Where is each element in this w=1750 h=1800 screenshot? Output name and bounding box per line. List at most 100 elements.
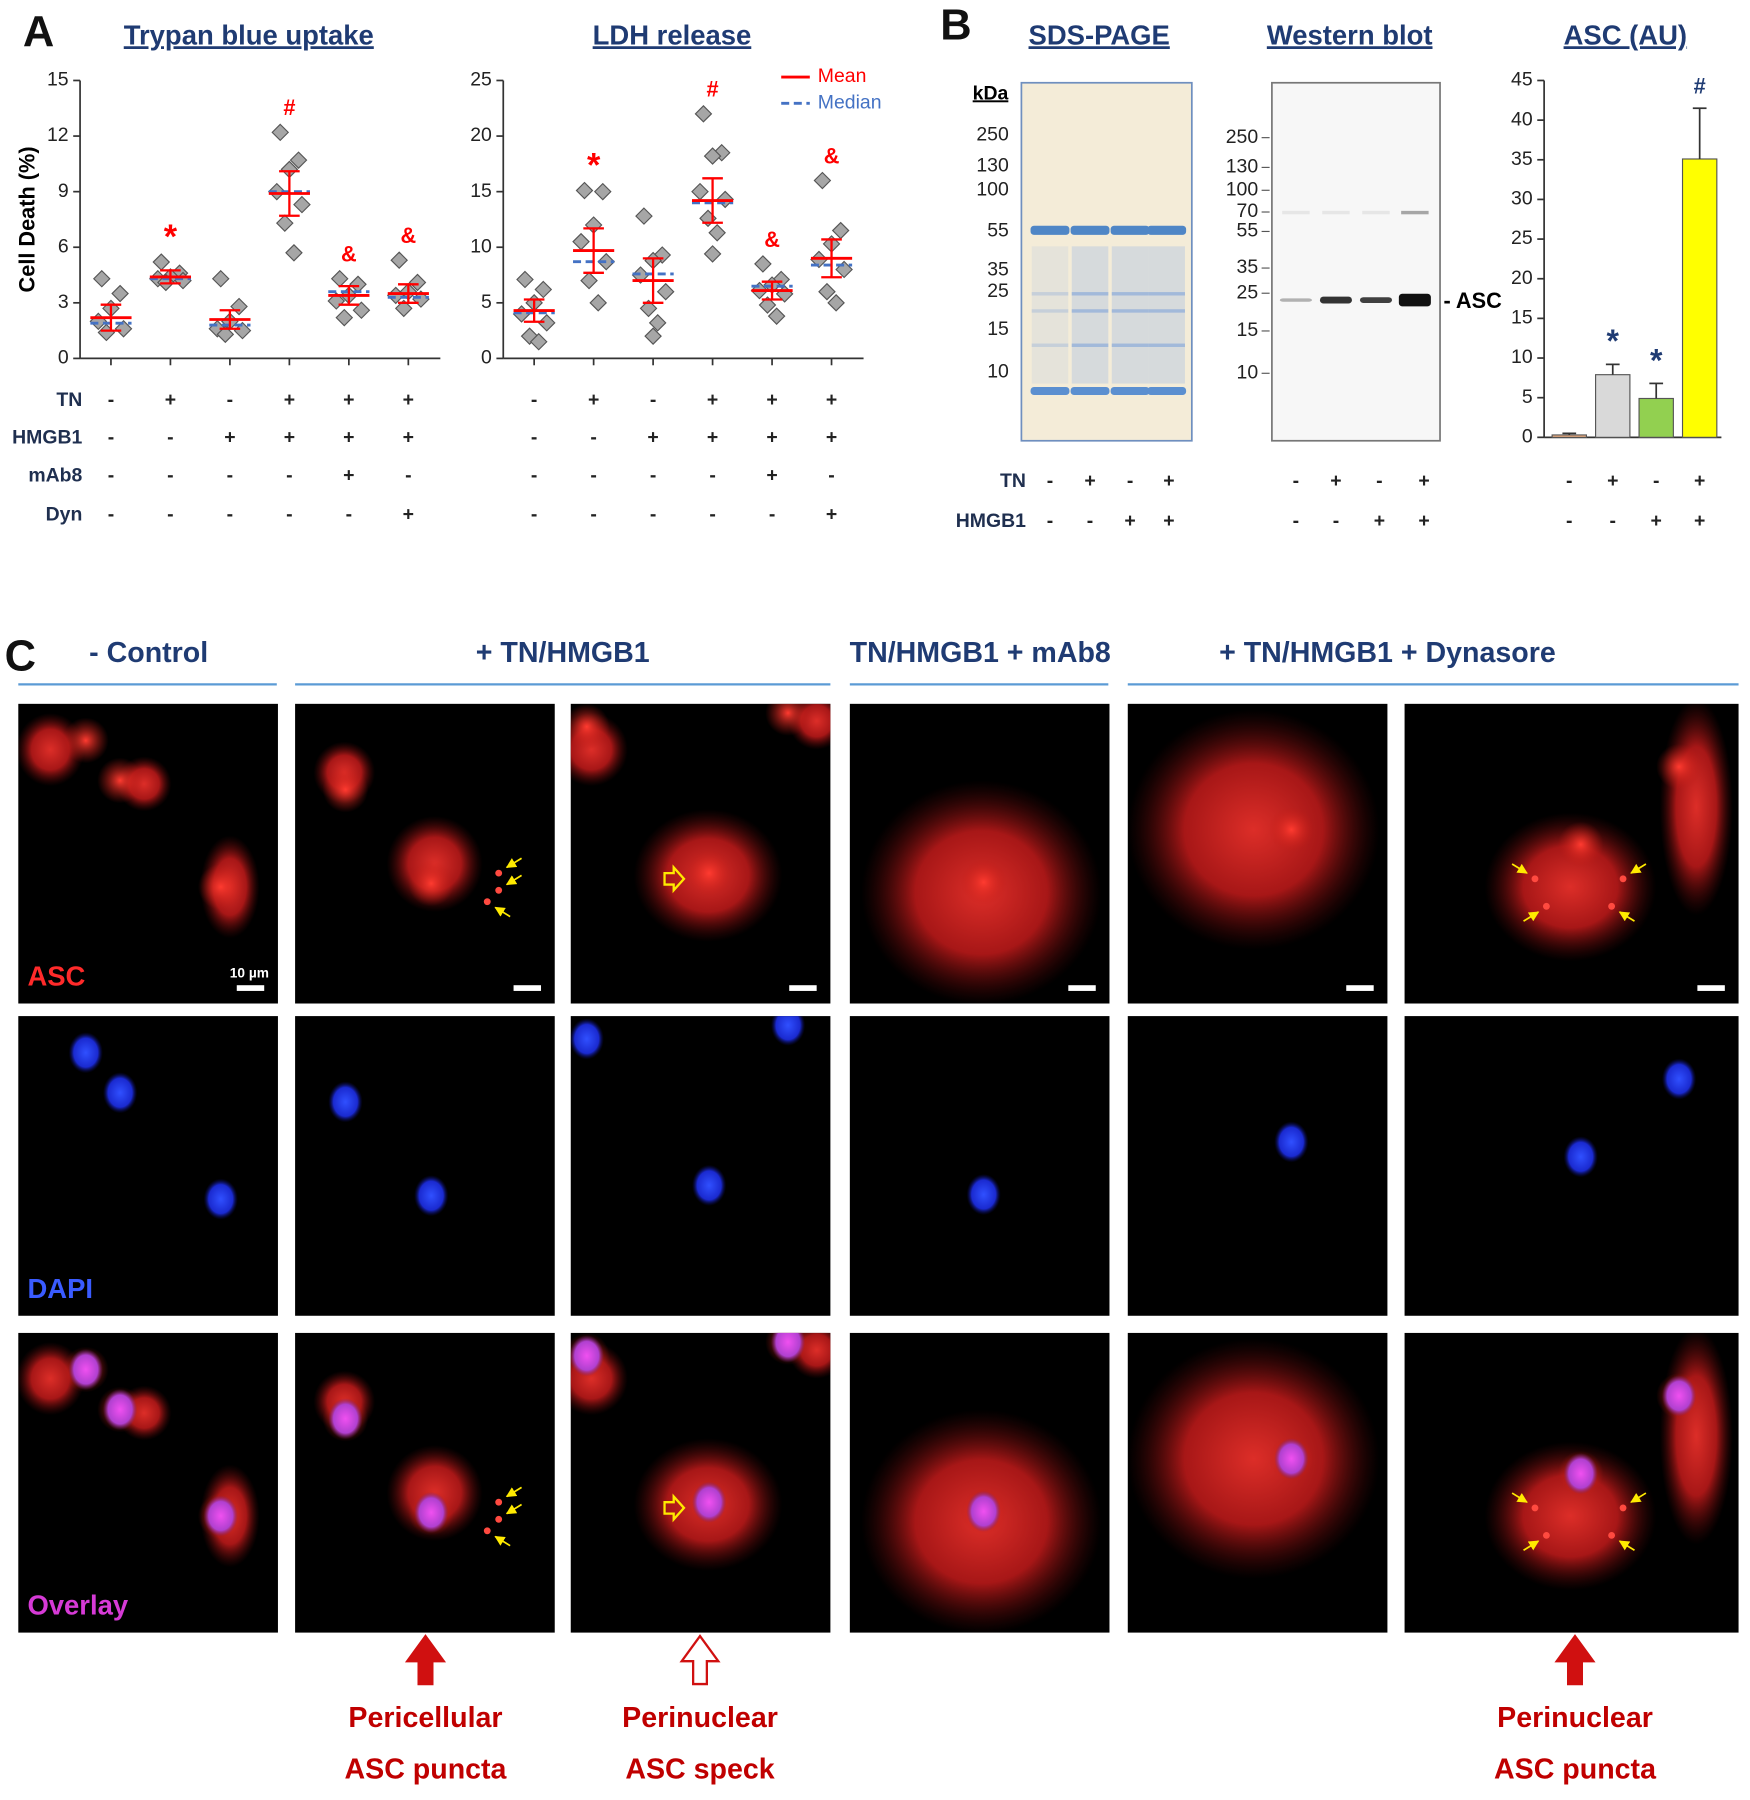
bar	[1595, 374, 1631, 438]
pointer-arrow	[1630, 1492, 1647, 1503]
gel-smear	[1031, 246, 1069, 384]
micrograph	[570, 1016, 831, 1316]
nucleus	[68, 1348, 103, 1391]
data-point	[529, 332, 548, 351]
micrograph	[849, 703, 1110, 1004]
column-header: TN/HMGB1 + mAb8	[850, 637, 1111, 669]
condition-sign: -	[346, 503, 352, 525]
data-point	[534, 280, 553, 299]
puncta	[495, 869, 503, 877]
data-point	[580, 271, 598, 290]
gel-band	[1111, 343, 1149, 347]
nucleus	[1563, 1136, 1598, 1178]
pointer-arrow	[1511, 1492, 1528, 1503]
condition-sign: -	[828, 464, 834, 486]
condition-label: HMGB1	[956, 510, 1026, 532]
micrograph	[1127, 1016, 1388, 1316]
condition-sign: -	[1047, 510, 1053, 532]
column-header: + TN/HMGB1	[476, 637, 650, 669]
data-point	[92, 269, 111, 288]
row-label: DAPI	[27, 1273, 93, 1304]
marker-label: 25	[987, 280, 1009, 302]
micrograph-content	[861, 780, 1102, 1004]
gel-band	[1071, 343, 1109, 347]
condition-sign: -	[1566, 510, 1572, 532]
blot-band	[1362, 210, 1390, 215]
condition-sign: -	[531, 503, 537, 525]
y-tick-label: 40	[1511, 108, 1533, 130]
gel-band	[1111, 292, 1149, 296]
micrograph-content	[570, 1332, 831, 1571]
gel-title: Western blot	[1267, 19, 1433, 50]
gel-band	[1147, 387, 1187, 396]
condition-sign: -	[650, 389, 656, 411]
speck-arrow	[663, 1493, 686, 1523]
pointer-arrow	[494, 1535, 511, 1547]
gel-band	[1071, 309, 1109, 313]
significance-mark: #	[283, 95, 295, 120]
condition-sign: -	[227, 389, 233, 411]
gel-band	[1110, 225, 1150, 235]
speck-arrow	[663, 864, 686, 894]
nucleus	[770, 1332, 806, 1363]
micrograph-content	[18, 713, 260, 939]
data-point	[390, 251, 408, 270]
nucleus	[328, 1081, 363, 1123]
gel-band	[1030, 387, 1070, 396]
y-tick-label: 5	[1522, 386, 1533, 408]
marker-label: 100	[976, 178, 1009, 200]
asc-stain	[1484, 812, 1657, 962]
micrograph-background	[849, 1016, 1110, 1316]
scale-bar-label: 10 µm	[230, 965, 269, 980]
significance-mark: &	[341, 242, 357, 267]
condition-sign: -	[650, 503, 656, 525]
micrograph	[570, 1332, 831, 1633]
gel-band	[1030, 225, 1070, 235]
data-point	[216, 325, 235, 344]
nucleus	[770, 1016, 806, 1046]
condition-sign: -	[531, 389, 537, 411]
nucleus	[1274, 1438, 1309, 1480]
micrograph-background	[295, 1016, 555, 1316]
caption: ASC puncta	[345, 1754, 508, 1786]
significance-mark: &	[400, 223, 416, 248]
data-point	[703, 245, 722, 263]
puncta	[1619, 875, 1627, 883]
micrograph	[295, 703, 555, 1004]
condition-sign: -	[590, 427, 596, 449]
data-point	[694, 105, 713, 123]
data-point	[271, 123, 290, 142]
y-tick-label: 25	[470, 69, 492, 91]
condition-sign: +	[1163, 510, 1174, 532]
blot-band	[1398, 293, 1431, 307]
nucleus	[203, 1495, 238, 1537]
nucleus	[966, 1490, 1001, 1532]
significance-mark: *	[1607, 323, 1620, 359]
condition-sign: +	[343, 427, 354, 449]
blot-band	[1322, 210, 1350, 215]
micrograph-content	[313, 741, 523, 918]
data-point	[635, 207, 653, 225]
condition-sign: -	[286, 464, 292, 486]
micrograph-content	[966, 1173, 1001, 1216]
micrograph	[295, 1332, 555, 1633]
condition-sign: +	[1694, 470, 1705, 492]
micrograph-content	[313, 1370, 523, 1547]
condition-sign: +	[766, 427, 777, 449]
micrograph-background	[570, 1016, 831, 1316]
micrograph-content	[68, 1032, 238, 1220]
puncta	[1608, 1531, 1616, 1539]
nucleus	[691, 1481, 727, 1523]
data-point	[408, 273, 427, 292]
indicator-arrow	[404, 1634, 447, 1686]
gel-band	[1071, 292, 1109, 296]
marker-label: 55	[987, 220, 1009, 242]
y-tick-label: 45	[1511, 69, 1533, 91]
data-point	[758, 296, 777, 314]
nucleus	[570, 1335, 604, 1377]
marker-label: 15	[1237, 319, 1259, 341]
asc-stain	[1127, 709, 1380, 950]
gel-band	[1110, 387, 1150, 396]
